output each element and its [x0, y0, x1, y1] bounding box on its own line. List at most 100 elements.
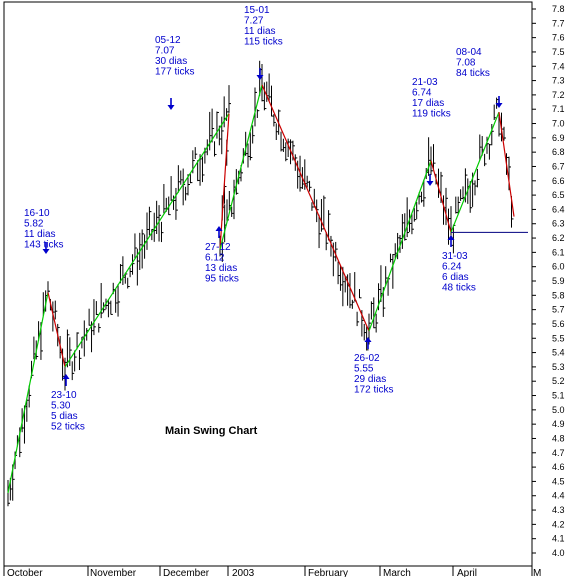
swing-line-down	[219, 113, 230, 250]
y-tick-label: 6.1	[552, 247, 565, 257]
y-tick-label: 6.4	[552, 204, 565, 214]
swing-arrow-head-icon	[447, 235, 455, 240]
y-tick-label: 6.5	[552, 190, 565, 200]
swing-arrow-head-icon	[62, 374, 70, 379]
y-tick-label: 7.3	[552, 76, 565, 86]
y-tick-label: 4.1	[552, 534, 565, 544]
y-tick-label: 6.7	[552, 161, 565, 171]
y-tick-label: 5.5	[552, 333, 565, 343]
swing-label-line: 16-10	[24, 208, 50, 219]
y-axis: 4.0 4.1 4.2 4.3 4.4 4.5 4.6 4.7 4.8 4.9 5.0 5.1 5.2 5…	[532, 4, 565, 558]
swing-label-line: 05-12	[155, 35, 181, 46]
y-tick-label: 7.1	[552, 104, 565, 114]
swing-label-line: 17 dias	[412, 98, 444, 109]
y-tick-label: 5.7	[552, 305, 565, 315]
swing-line-up	[219, 84, 263, 250]
swing-label-line: 7.07	[155, 46, 175, 57]
y-tick-label: 7.8	[552, 4, 565, 14]
y-tick-label: 7.0	[552, 119, 565, 129]
swing-arrow-head-icon	[256, 75, 264, 80]
swing-label-line: 177 ticks	[155, 67, 194, 78]
swing-arrow-head-icon	[364, 337, 372, 342]
swing-label-line: 30 dias	[155, 56, 187, 67]
y-tick-label: 7.4	[552, 61, 565, 71]
y-tick-label: 4.2	[552, 519, 565, 529]
y-tick-label: 4.6	[552, 462, 565, 472]
swing-label-line: 15-01	[244, 5, 270, 16]
swing-label-line: 95 ticks	[205, 274, 239, 285]
swing-label-line: 13 dias	[205, 263, 237, 274]
swing-line-up	[450, 111, 500, 233]
swing-label-line: 143 ticks	[24, 240, 63, 251]
swing-label-line: 26-02	[354, 353, 380, 364]
swing-label-line: 6.24	[442, 262, 462, 273]
y-tick-label: 5.6	[552, 319, 565, 329]
swing-label-line: 6 dias	[442, 272, 469, 283]
y-tick-label: 5.9	[552, 276, 565, 286]
y-tick-label: 7.6	[552, 33, 565, 43]
x-tick-label: February	[308, 568, 348, 577]
swing-line-up	[368, 160, 432, 332]
y-tick-label: 6.9	[552, 133, 565, 143]
swing-label-line: 84 ticks	[456, 68, 490, 79]
x-tick-label: November	[90, 568, 137, 577]
y-tick-label: 4.7	[552, 448, 565, 458]
swing-line-down	[430, 160, 452, 233]
swing-label-line: 11 dias	[24, 229, 56, 240]
y-tick-label: 6.8	[552, 147, 565, 157]
swing-line-up	[64, 113, 230, 368]
swing-label-line: 5.55	[354, 364, 374, 375]
swing-label-line: 48 ticks	[442, 283, 476, 294]
swing-arrow-head-icon	[495, 103, 503, 108]
y-tick-label: 5.3	[552, 362, 565, 372]
swing-line-down	[261, 84, 370, 332]
swing-arrow-head-icon	[42, 249, 50, 254]
swing-label-line: 29 dias	[354, 374, 386, 385]
swing-label-line: 23-10	[51, 390, 77, 401]
x-tick-label: October	[7, 568, 43, 577]
y-tick-label: 7.5	[552, 47, 565, 57]
y-tick-label: 4.5	[552, 476, 565, 486]
swing-line-up	[7, 292, 49, 493]
y-tick-label: 6.2	[552, 233, 565, 243]
swing-label-line: 5 dias	[51, 411, 78, 422]
swing-lines	[7, 84, 515, 493]
swing-label-line: 31-03	[442, 251, 468, 262]
x-tick-label: April	[457, 568, 477, 577]
y-tick-label: 4.3	[552, 505, 565, 515]
y-tick-label: 6.3	[552, 219, 565, 229]
swing-label-line: 08-04	[456, 47, 482, 58]
y-tick-label: 4.8	[552, 433, 565, 443]
swing-label-line: 21-03	[412, 77, 438, 88]
y-tick-label: 5.8	[552, 290, 565, 300]
x-axis: October November December 2003 February March…	[3, 566, 541, 577]
y-tick-label: 4.4	[552, 491, 565, 501]
swing-line-down	[498, 111, 515, 217]
swing-label-line: 6.74	[412, 88, 432, 99]
swing-label-line: 11 dias	[244, 26, 276, 37]
x-tick-label: March	[383, 568, 411, 577]
swing-label-line: 7.08	[456, 58, 476, 69]
y-tick-label: 6.0	[552, 262, 565, 272]
swing-label-line: 52 ticks	[51, 422, 85, 433]
y-tick-label: 5.1	[552, 391, 565, 401]
swing-label-line: 115 ticks	[244, 37, 283, 48]
swing-label-line: 5.30	[51, 401, 71, 412]
y-tick-label: 4.0	[552, 548, 565, 558]
swing-arrow-head-icon	[215, 226, 223, 231]
swing-label-line: 7.27	[244, 16, 264, 27]
y-tick-label: 6.6	[552, 176, 565, 186]
y-tick-label: 5.2	[552, 376, 565, 386]
x-tick-label: December	[163, 568, 210, 577]
y-tick-label: 4.9	[552, 419, 565, 429]
x-tick-label: 2003	[232, 568, 255, 577]
y-tick-label: 7.2	[552, 90, 565, 100]
swing-label-line: 172 ticks	[354, 385, 393, 396]
swing-label-line: 5.82	[24, 219, 44, 230]
swing-arrow-head-icon	[167, 105, 175, 110]
y-tick-label: 5.0	[552, 405, 565, 415]
swing-arrow-head-icon	[426, 181, 434, 186]
swing-label-line: 27-12	[205, 242, 231, 253]
